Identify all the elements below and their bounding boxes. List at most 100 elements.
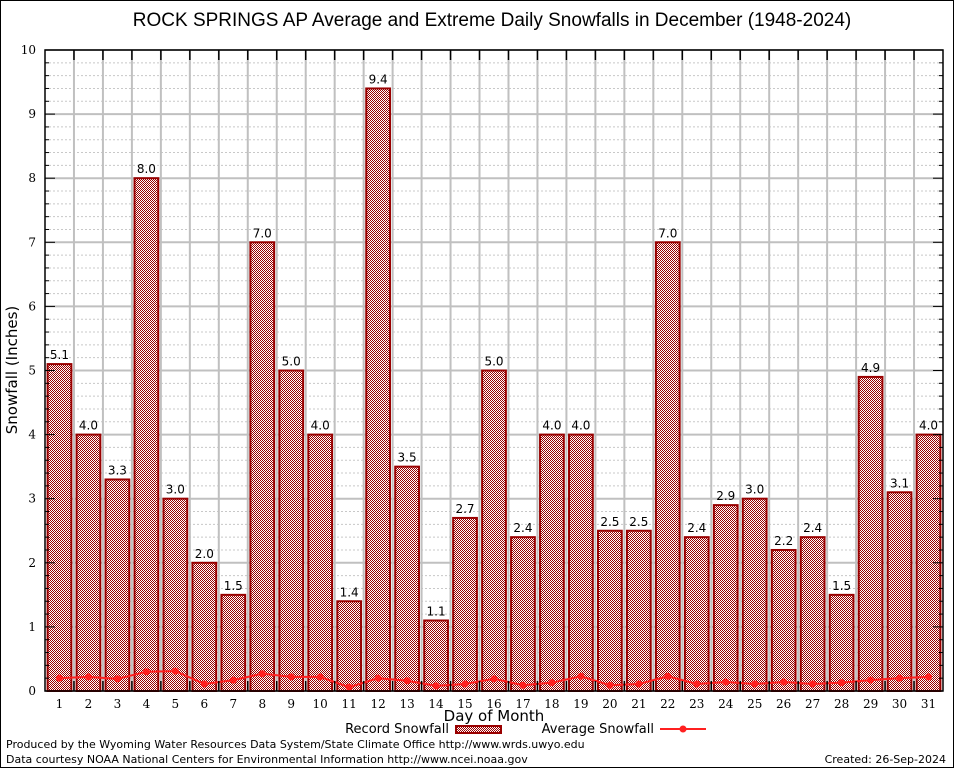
bar-label: 1.1: [427, 604, 446, 618]
bars: [46, 87, 942, 693]
bar-label: 2.0: [195, 547, 214, 561]
average-point: [258, 670, 266, 678]
average-point: [925, 673, 933, 681]
x-tick-label: 6: [201, 697, 209, 711]
average-point: [809, 680, 817, 688]
bar-day-21: [625, 529, 652, 692]
axes: [44, 49, 944, 692]
bar-label: 2.4: [803, 521, 822, 535]
average-point: [896, 674, 904, 682]
x-tick-label: 29: [863, 697, 878, 711]
x-tick-label: 9: [287, 697, 295, 711]
bar-day-13: [394, 465, 420, 692]
bar-label: 8.0: [137, 162, 156, 176]
y-tick-label: 0: [28, 684, 36, 698]
average-line: [55, 667, 933, 691]
y-tick-label: 9: [28, 107, 36, 121]
bar-label: 3.3: [108, 463, 127, 477]
average-point: [635, 680, 643, 688]
y-tick-label: 5: [28, 364, 36, 378]
average-point: [490, 675, 498, 683]
y-tick-labels: 0 1 2 3 4 5 6 7 8 9 10: [21, 43, 37, 698]
bar-label: 5.0: [484, 355, 503, 369]
bar-day-8: [249, 241, 276, 693]
average-point: [403, 677, 411, 685]
y-tick-label: 1: [28, 620, 36, 634]
average-point: [345, 683, 353, 691]
x-tick-label: 17: [515, 697, 530, 711]
average-point: [113, 675, 121, 683]
average-point: [751, 680, 759, 688]
average-point: [722, 678, 730, 686]
footer-data-courtesy: Data courtesy NOAA National Centers for …: [6, 753, 528, 766]
bar-day-1: [46, 363, 73, 692]
y-tick-label: 4: [28, 428, 36, 442]
average-point: [316, 673, 324, 681]
x-tick-label: 24: [718, 697, 734, 711]
bar-day-27: [799, 536, 826, 692]
x-tick-label: 28: [834, 697, 849, 711]
bar-day-4: [133, 177, 160, 692]
bar-day-6: [191, 561, 218, 692]
x-tick-label: 16: [486, 697, 501, 711]
y-tick-label: 8: [28, 171, 36, 185]
x-tick-label: 8: [258, 697, 266, 711]
bar-label: 4.0: [542, 419, 561, 433]
bar-label: 1.5: [224, 579, 243, 593]
x-tick-label: 14: [428, 697, 444, 711]
average-point: [84, 673, 92, 681]
bar-day-15: [452, 516, 478, 692]
bar-day-20: [596, 529, 623, 692]
average-point: [519, 681, 527, 689]
bar-day-14: [423, 619, 449, 692]
bar-day-16: [481, 369, 507, 692]
bar-label: 2.7: [455, 502, 474, 516]
x-tick-label: 13: [399, 697, 414, 711]
y-tick-label: 10: [21, 43, 36, 57]
average-point: [606, 681, 614, 689]
bar-day-3: [104, 478, 131, 692]
x-tick-label: 12: [370, 697, 385, 711]
average-point: [287, 673, 295, 681]
average-point: [142, 668, 150, 676]
bar-label: 4.0: [571, 419, 590, 433]
bar-label: 2.4: [687, 521, 706, 535]
bar-day-10: [307, 433, 334, 692]
average-point: [229, 676, 237, 684]
bar-label: 2.5: [629, 515, 648, 529]
bar-label: 2.2: [774, 534, 793, 548]
x-tick-label: 4: [143, 697, 151, 711]
bar-day-19: [568, 433, 594, 692]
x-tick-label: 19: [573, 697, 588, 711]
bar-label: 4.0: [919, 419, 938, 433]
average-point: [548, 679, 556, 687]
bar-day-7: [220, 593, 247, 692]
x-tick-labels: 1 2 3 4 5 6 7 8 9 10 11 12 13 14 15 16 17 18 19 20 21 22 23 24 2…: [56, 697, 936, 711]
bar-day-25: [741, 497, 768, 693]
bar-labels: 5.1 4.0 3.3 8.0 3.0 2.0 1.5 7.0 5.0 4.0 1.4 9.4 3.5 1…: [50, 72, 938, 618]
x-tick-label: 2: [85, 697, 93, 711]
bar-day-23: [683, 536, 710, 692]
x-tick-label: 15: [457, 697, 472, 711]
bar-day-11: [336, 600, 363, 693]
y-axis-label: Snowfall (Inches): [3, 306, 21, 434]
footer-produced-by: Produced by the Wyoming Water Resources …: [6, 738, 585, 751]
y-tick-label: 3: [28, 492, 36, 506]
x-tick-label: 30: [892, 697, 907, 711]
x-tick-label: 18: [544, 697, 559, 711]
bar-label: 4.0: [79, 419, 98, 433]
x-tick-label: 31: [921, 697, 936, 711]
average-point: [55, 674, 63, 682]
average-point: [838, 679, 846, 687]
average-point: [664, 672, 672, 680]
bar-day-5: [162, 497, 189, 693]
bar-day-30: [886, 491, 913, 693]
legend: Record Snowfall Average Snowfall: [345, 722, 706, 737]
bar-label: 2.5: [600, 515, 619, 529]
x-tick-label: 20: [602, 697, 617, 711]
legend-marker-average: [679, 725, 687, 733]
average-point: [780, 678, 788, 686]
bar-label: 4.0: [311, 419, 330, 433]
bar-label: 2.9: [716, 489, 735, 503]
